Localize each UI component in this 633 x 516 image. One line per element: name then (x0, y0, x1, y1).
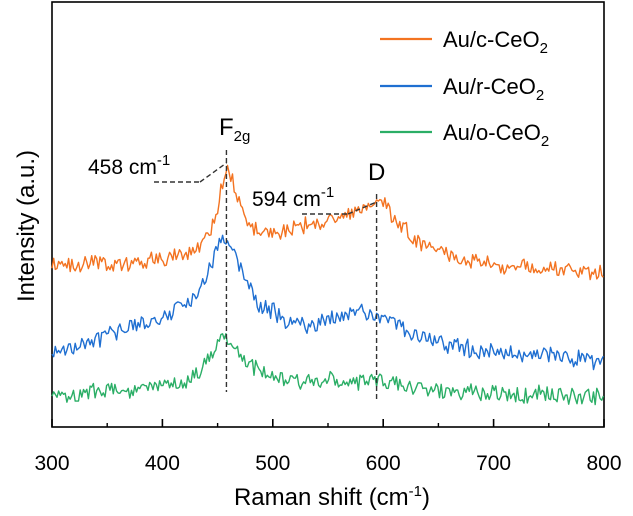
peak-label-D: D (368, 159, 385, 186)
legend: Au/c-CeO2 Au/r-CeO2 Au/o-CeO2 (380, 27, 549, 150)
series-line-3 (51, 333, 605, 406)
series-layer (51, 164, 605, 406)
series-line-2 (51, 234, 605, 371)
tick-layer: 300 400 500 600 700 800 (34, 419, 622, 475)
annotation-layer (154, 150, 378, 402)
x-tick-label-700: 700 (476, 452, 511, 475)
series-line-1 (51, 164, 604, 281)
legend-label-o: Au/o-CeO2 (443, 120, 549, 150)
peak-label-F2g: F2g (219, 114, 250, 145)
annotation-label-458: 458 cm-1 (88, 152, 170, 179)
legend-item-r: Au/r-CeO2 (380, 74, 544, 104)
legend-label-r: Au/r-CeO2 (443, 74, 544, 104)
legend-item-o: Au/o-CeO2 (380, 120, 549, 150)
annotation-label-594: 594 cm-1 (252, 184, 334, 211)
x-tick-label-800: 800 (586, 452, 621, 475)
y-axis-title: Intensity (a.u.) (13, 150, 40, 302)
x-tick-label-600: 600 (366, 452, 401, 475)
legend-item-c: Au/c-CeO2 (380, 27, 548, 57)
x-tick-label-300: 300 (34, 452, 69, 475)
leader-line-458-d (199, 162, 227, 183)
leader-line-594-d (347, 201, 377, 215)
x-tick-label-400: 400 (145, 452, 180, 475)
x-axis-title: Raman shift (cm-1) (234, 483, 430, 511)
legend-label-c: Au/c-CeO2 (443, 27, 548, 57)
x-tick-label-500: 500 (255, 452, 290, 475)
